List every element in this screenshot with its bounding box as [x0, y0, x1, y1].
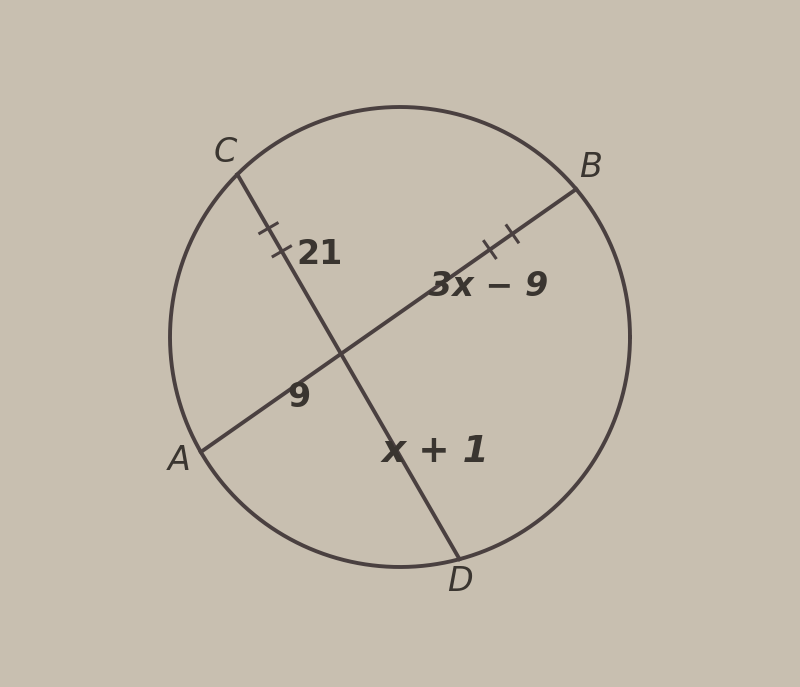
Text: 9: 9: [287, 381, 310, 414]
Text: 3x − 9: 3x − 9: [429, 270, 548, 303]
Text: B: B: [578, 150, 602, 183]
Text: D: D: [446, 565, 473, 598]
Text: C: C: [214, 136, 237, 169]
Text: x + 1: x + 1: [382, 433, 489, 469]
Text: A: A: [167, 444, 190, 477]
Text: 21: 21: [296, 238, 342, 271]
